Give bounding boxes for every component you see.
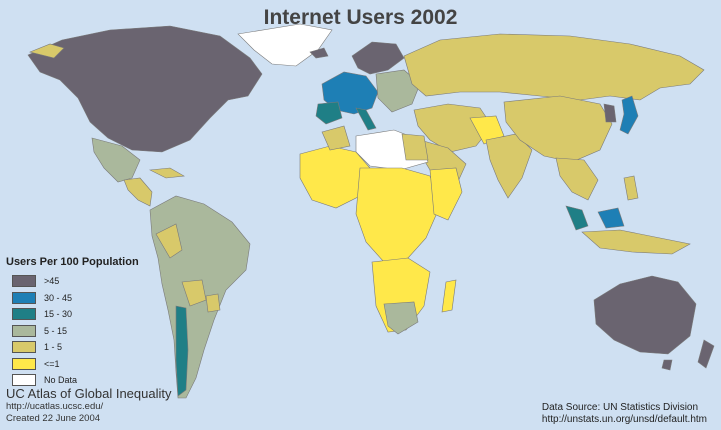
region-se-asia	[555, 157, 599, 201]
region-andes-yellow	[155, 223, 183, 259]
legend-swatch	[12, 275, 36, 288]
region-egypt	[401, 133, 429, 161]
legend-label: 1 - 5	[44, 342, 63, 353]
region-malaysia	[565, 205, 589, 231]
credit-url[interactable]: http://ucatlas.ucsc.edu/	[6, 401, 104, 412]
legend-item: 15 - 30	[12, 306, 206, 323]
legend-swatch	[12, 341, 36, 354]
region-bolivia	[181, 279, 207, 307]
region-iceland	[309, 47, 329, 59]
region-alaska-islands	[29, 43, 65, 59]
region-indonesia	[581, 229, 691, 255]
legend-rows: >45 30 - 45 15 - 30 5 - 15 1 - 5 <=1 No …	[6, 273, 206, 389]
credit-org: UC Atlas of Global Inequality	[6, 386, 172, 401]
legend-item: 5 - 15	[12, 323, 206, 340]
region-middle-east	[413, 103, 493, 153]
legend: Users Per 100 Population >45 30 - 45 15 …	[6, 256, 206, 389]
credit-created: Created 22 June 2004	[6, 413, 101, 424]
region-cuba	[148, 167, 185, 179]
map-title: Internet Users 2002	[263, 6, 458, 29]
region-east-africa	[429, 167, 463, 221]
legend-swatch	[12, 308, 36, 321]
region-philippines	[623, 175, 639, 201]
region-russia	[403, 33, 705, 101]
region-scandinavia	[351, 41, 405, 75]
region-korea	[603, 103, 617, 123]
source-block: Data Source: UN Statistics Division http…	[542, 402, 707, 426]
region-madagascar	[441, 279, 457, 313]
legend-label: 30 - 45	[44, 292, 73, 303]
legend-swatch	[12, 374, 36, 387]
legend-item: <=1	[12, 356, 206, 373]
legend-label: 15 - 30	[44, 309, 73, 320]
legend-title: Users Per 100 Population	[6, 256, 139, 268]
source-text: Data Source: UN Statistics Division	[541, 402, 699, 413]
legend-item: 1 - 5	[12, 339, 206, 356]
region-morocco	[321, 125, 351, 151]
legend-label: No Data	[44, 375, 78, 386]
legend-label: 5 - 15	[44, 325, 68, 336]
region-china	[503, 95, 613, 163]
region-greenland	[237, 23, 333, 67]
legend-swatch	[12, 357, 36, 370]
region-iran-afghan	[469, 115, 505, 145]
region-central-america	[123, 177, 153, 207]
region-central-africa	[355, 167, 441, 263]
region-new-zealand	[697, 339, 715, 369]
region-paraguay	[205, 293, 221, 313]
region-south-africa	[383, 301, 419, 335]
region-chile	[175, 305, 189, 397]
region-north-america	[27, 25, 263, 153]
legend-label: >45	[44, 276, 60, 287]
legend-item: >45	[12, 273, 206, 290]
region-iberia	[315, 101, 343, 125]
region-australia	[593, 275, 697, 355]
legend-label: <=1	[44, 358, 60, 369]
region-japan	[619, 95, 639, 135]
source-url[interactable]: http://unstats.un.org/unsd/default.htm	[541, 414, 707, 425]
legend-item: 30 - 45	[12, 290, 206, 307]
legend-swatch	[12, 324, 36, 337]
region-east-europe	[375, 69, 421, 113]
region-borneo	[597, 207, 625, 229]
region-italy	[355, 107, 377, 131]
legend-item: No Data	[12, 372, 206, 389]
credit-block: UC Atlas of Global Inequality http://uca…	[6, 386, 171, 425]
legend-swatch	[12, 291, 36, 304]
region-tasmania	[661, 359, 673, 371]
